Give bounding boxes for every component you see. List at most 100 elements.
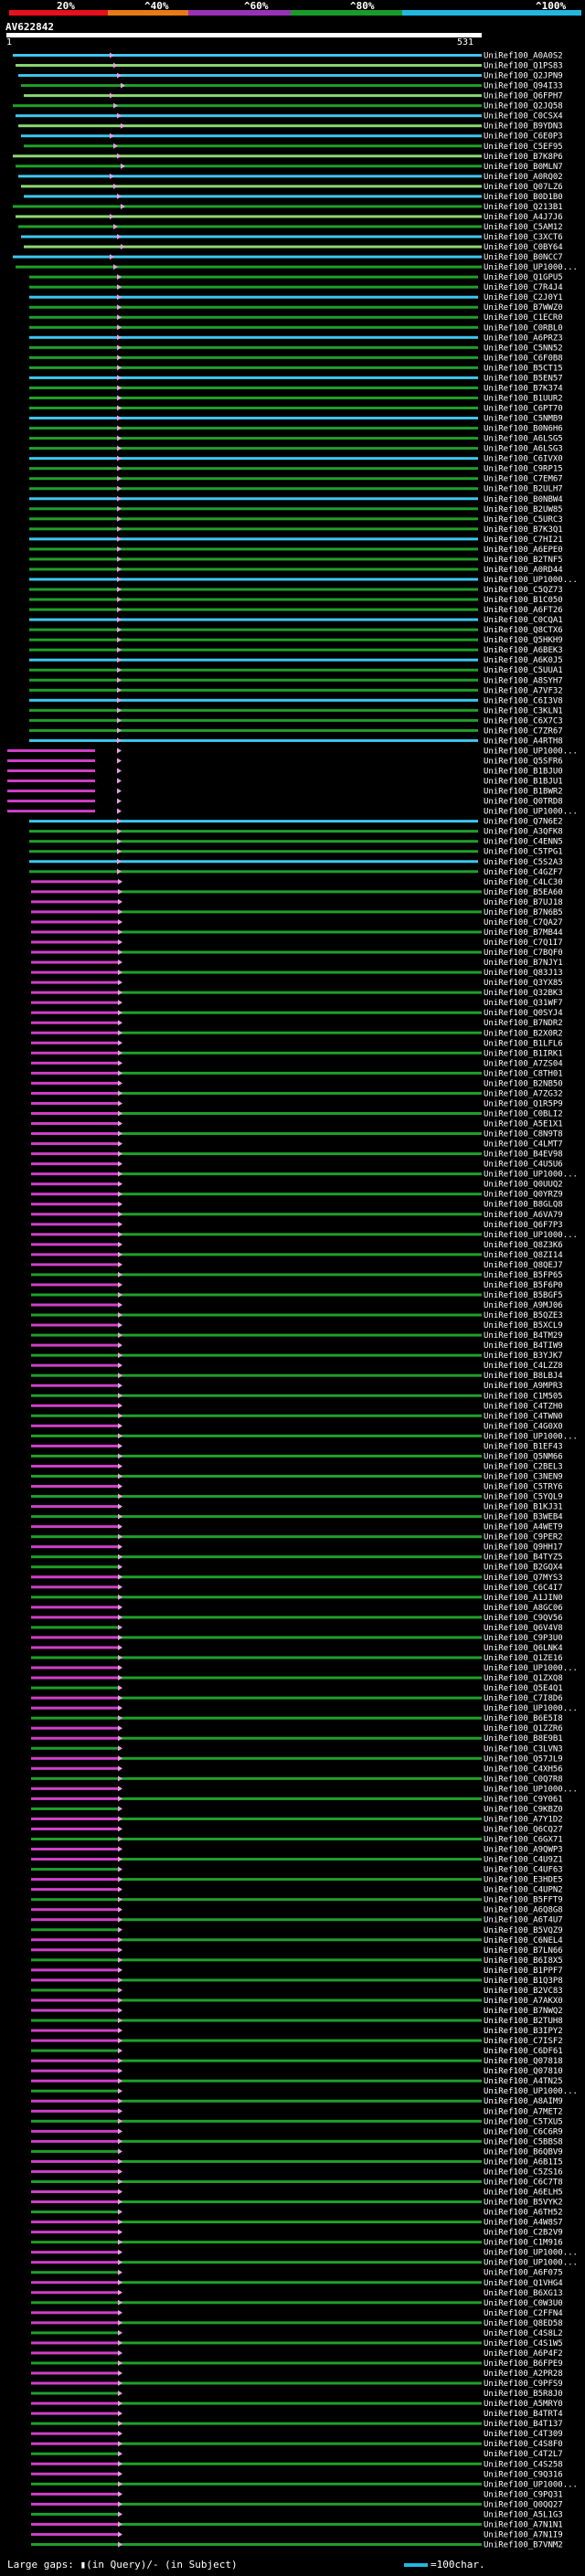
hit-label: UniRef100_C3KLN1 [484,706,563,716]
hit-bar [29,305,478,309]
hit-arrow-marker [110,173,114,179]
hit-label: UniRef100_UP1000... [484,1664,578,1673]
hit-bar [31,1495,121,1499]
hit-bar-extension [121,1898,482,1902]
hit-arrow-marker [118,2411,122,2417]
hit-arrow-marker [118,1926,122,1933]
hit-label: UniRef100_Q6CQ27 [484,1825,563,1834]
hit-label: UniRef100_C4S8L2 [484,2329,563,2338]
hit-label: UniRef100_C5YQL9 [484,1493,563,1502]
hit-arrow-marker [118,2299,122,2306]
hit-label: UniRef100_C2J0Y1 [484,293,563,302]
hit-arrow-marker [118,2401,122,2407]
hit-label: UniRef100_B9YDN3 [484,122,563,132]
hit-arrow-marker [117,425,122,431]
hit-label: UniRef100_Q8Z3K6 [484,1241,563,1250]
hit-bar [31,1293,121,1297]
hit-label: UniRef100_A6F075 [484,2269,563,2278]
hit-bar [31,880,121,884]
hit-label: UniRef100_A6LSG3 [484,445,563,454]
hit-label: UniRef100_Q0UUQ2 [484,1181,563,1190]
hit-bar-extension [121,1233,482,1236]
hit-label: UniRef100_Q57JL9 [484,1754,563,1764]
hit-bar [31,1172,121,1176]
hit-bar-extension [121,1998,482,2002]
hit-label: UniRef100_Q1PS83 [484,62,563,71]
hit-bar-extension [121,1273,482,1277]
hit-arrow-marker [117,385,122,391]
hit-bar [31,1414,121,1417]
hit-arrow-marker [118,1866,122,1872]
hit-arrow-marker [117,415,122,421]
hit-arrow-marker [118,2370,122,2377]
hit-bar-extension [121,2341,482,2345]
hit-arrow-marker [117,485,122,492]
hit-arrow-marker [118,1876,122,1882]
hit-label: UniRef100_B7VNM2 [484,2540,563,2549]
hit-bar-extension [121,1091,482,1095]
hit-arrow-marker [121,82,125,89]
hit-label: UniRef100_B7N6B5 [484,908,563,917]
hit-bar [29,285,478,289]
hit-label: UniRef100_C5BBS8 [484,2137,563,2147]
hit-arrow-marker [117,525,122,532]
hit-bar [24,144,482,148]
hit-arrow-marker [118,1362,122,1369]
hit-bar [31,2029,121,2032]
hit-bar [31,2109,121,2113]
hit-bar [31,1786,121,1790]
hit-bar-extension [121,1838,482,1841]
hit-bar [31,2301,121,2305]
hit-label: UniRef100_B4TRT4 [484,2410,563,2419]
hit-arrow-marker [118,2168,122,2175]
hit-label: UniRef100_A9MPR3 [484,1382,563,1391]
hit-bar [31,2462,121,2465]
hit-arrow-marker [118,2541,122,2548]
hit-bar-extension [121,1515,482,1519]
hit-bar [31,1444,121,1447]
hit-bar-extension [121,1051,482,1055]
hit-bar-extension [121,1414,482,1417]
hit-arrow-marker [117,768,122,774]
hit-arrow-marker [118,2461,122,2467]
hit-bar [31,2542,121,2546]
hit-bar [31,1203,121,1206]
hit-label: UniRef100_C0BY64 [484,243,563,252]
hit-arrow-marker [118,2038,122,2044]
hit-label: UniRef100_C2B2V9 [484,2229,563,2238]
hit-label: UniRef100_C7ZR67 [484,726,563,736]
hit-label: UniRef100_C4LMT7 [484,1140,563,1150]
hit-label: UniRef100_B3IPY2 [484,2027,563,2036]
hit-label: UniRef100_C5TPG1 [484,848,563,857]
hit-bar [29,708,478,712]
hit-bar [31,1011,121,1014]
hit-bar [31,1424,121,1427]
hit-arrow-marker [117,838,122,844]
hit-bar [31,1626,121,1629]
hit-label: UniRef100_B1EF43 [484,1442,563,1451]
hit-label: UniRef100_B5F6P0 [484,1281,563,1290]
hit-label: UniRef100_B2ULH7 [484,485,563,494]
hit-bar [31,1827,121,1830]
hit-bar [29,628,478,631]
hit-bar [31,1434,121,1437]
hit-bar [13,205,482,208]
hit-bar [31,1706,121,1710]
hit-arrow-marker [118,1786,122,1792]
hit-bar [31,1343,121,1347]
hit-label: UniRef100_A6P4F2 [484,2349,563,2359]
hit-bar [31,1263,121,1267]
hit-bar [18,225,482,228]
hit-label: UniRef100_C0CQA1 [484,616,563,625]
hit-label: UniRef100_A0A0S2 [484,52,563,61]
hit-label: UniRef100_A9MJ06 [484,1301,563,1310]
hit-arrow-marker [118,2088,122,2094]
hit-bar [13,104,482,108]
hit-bar-extension [121,2099,482,2103]
hit-label: UniRef100_Q6FPH7 [484,92,563,101]
hit-bar [29,407,478,410]
hit-arrow-marker [118,1473,122,1479]
hit-bar [31,1646,121,1649]
hit-bar [29,457,478,461]
hit-arrow-marker [118,2007,122,2013]
